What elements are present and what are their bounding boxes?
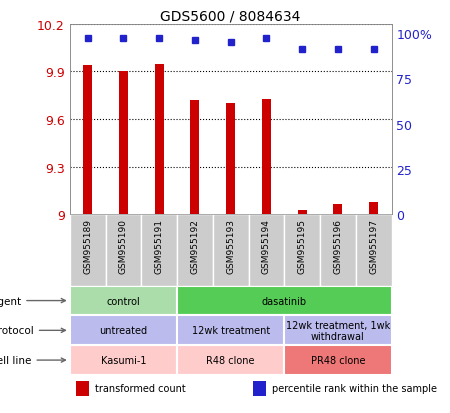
Bar	[253, 381, 266, 396]
Text: agent: agent	[0, 296, 65, 306]
Bar	[105, 215, 141, 286]
Bar	[213, 215, 248, 286]
Text: GSM955195: GSM955195	[297, 218, 306, 273]
Text: GSM955197: GSM955197	[369, 218, 378, 273]
Text: cell line: cell line	[0, 355, 65, 365]
Text: GSM955192: GSM955192	[190, 218, 199, 273]
Bar	[190, 101, 199, 215]
Bar	[70, 215, 105, 286]
Bar	[284, 215, 320, 286]
Text: GSM955194: GSM955194	[262, 218, 271, 273]
Text: protocol: protocol	[0, 325, 65, 335]
Bar	[248, 215, 284, 286]
Text: percentile rank within the sample: percentile rank within the sample	[272, 383, 437, 394]
Bar	[333, 204, 342, 215]
Bar	[262, 100, 271, 215]
Bar	[70, 316, 177, 345]
Text: transformed count: transformed count	[95, 383, 186, 394]
Title: GDS5600 / 8084634: GDS5600 / 8084634	[161, 9, 301, 24]
Bar	[177, 286, 392, 316]
Text: PR48 clone: PR48 clone	[310, 355, 365, 365]
Text: Kasumi-1: Kasumi-1	[101, 355, 146, 365]
Text: GSM955191: GSM955191	[155, 218, 164, 273]
Text: GSM955190: GSM955190	[119, 218, 128, 273]
Text: control: control	[107, 296, 140, 306]
Bar	[284, 316, 392, 345]
Text: 12wk treatment, 1wk
withdrawal: 12wk treatment, 1wk withdrawal	[286, 320, 390, 341]
Bar	[226, 104, 235, 215]
Text: untreated: untreated	[99, 325, 148, 335]
Bar	[369, 203, 378, 215]
Bar	[284, 345, 392, 375]
Bar	[177, 345, 284, 375]
Bar	[177, 215, 213, 286]
Bar	[70, 286, 177, 316]
Bar	[155, 65, 164, 215]
Text: GSM955189: GSM955189	[83, 218, 92, 273]
Bar	[297, 210, 306, 215]
Text: 12wk treatment: 12wk treatment	[192, 325, 270, 335]
Text: R48 clone: R48 clone	[207, 355, 255, 365]
Bar	[177, 316, 284, 345]
Bar	[119, 71, 128, 215]
Bar	[356, 215, 392, 286]
Bar	[70, 345, 177, 375]
Bar	[320, 215, 356, 286]
Text: GSM955196: GSM955196	[333, 218, 342, 273]
Bar	[83, 66, 92, 215]
Bar	[76, 381, 89, 396]
Bar	[141, 215, 177, 286]
Text: dasatinib: dasatinib	[262, 296, 307, 306]
Text: GSM955193: GSM955193	[226, 218, 235, 273]
